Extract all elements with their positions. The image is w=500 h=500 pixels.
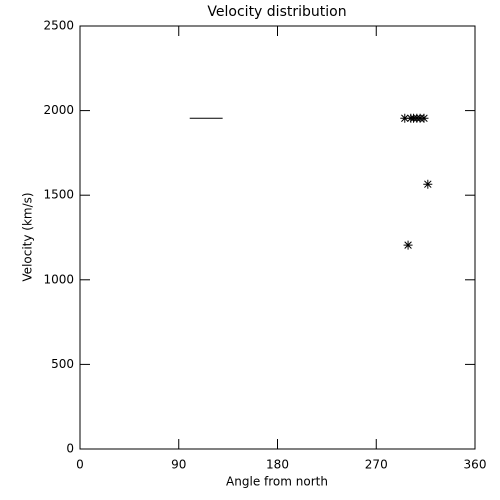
x-tick-label: 360 (464, 458, 487, 472)
x-tick-label: 180 (266, 458, 289, 472)
x-tick-label: 0 (76, 458, 84, 472)
y-tick-label: 0 (66, 442, 74, 456)
asterisk-marker (419, 113, 429, 123)
x-axis-label: Angle from north (226, 475, 328, 489)
chart-title: Velocity distribution (207, 4, 346, 20)
asterisk-marker (423, 179, 433, 189)
y-tick-label: 500 (51, 357, 74, 371)
y-axis-label: Velocity (km/s) (21, 192, 35, 281)
y-tick-label: 1500 (43, 188, 74, 202)
x-tick-label: 90 (171, 458, 186, 472)
asterisk-marker (400, 113, 410, 123)
asterisk-marker (403, 240, 413, 250)
y-tick-label: 1000 (43, 272, 74, 286)
y-tick-label: 2000 (43, 103, 74, 117)
y-tick-label: 2500 (43, 19, 74, 33)
x-tick-label: 270 (365, 458, 388, 472)
